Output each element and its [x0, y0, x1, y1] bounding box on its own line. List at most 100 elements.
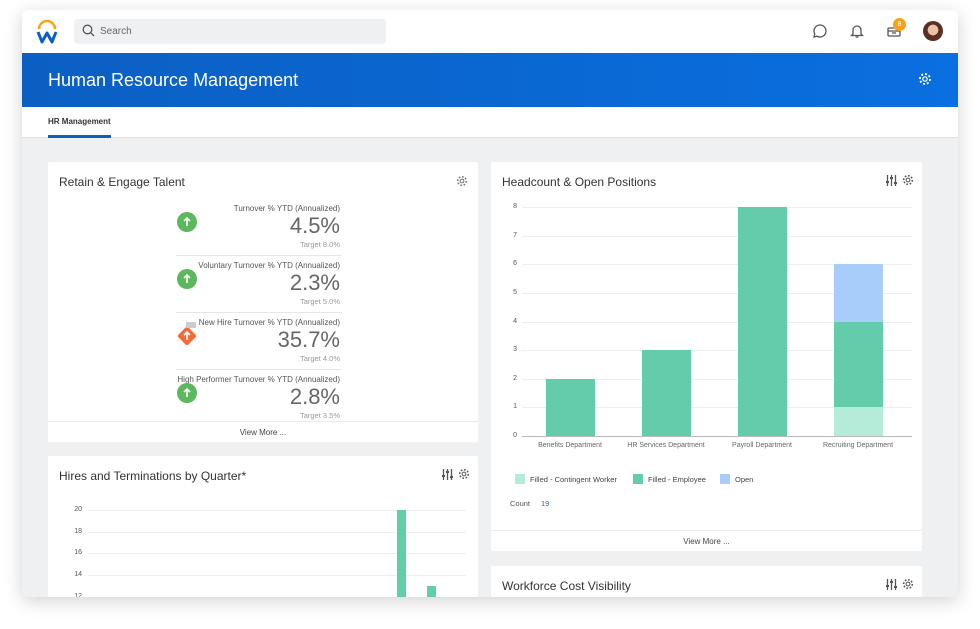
- gridline: [88, 531, 466, 533]
- bar-filled-employee[interactable]: [642, 350, 691, 436]
- arrow-up-status-icon: [177, 383, 197, 403]
- gridline: [522, 436, 912, 437]
- headcount-card: Headcount & Open Positions 0 1 2 3 4 5 6 7 8 Bene…: [491, 162, 922, 551]
- card-actions: [885, 578, 914, 591]
- notification-badge: 8: [893, 18, 906, 31]
- top-bar: Search 8: [22, 10, 958, 53]
- card-actions: [441, 468, 470, 481]
- arrow-up-status-icon: [177, 212, 197, 232]
- y-tick-label: 7: [513, 231, 517, 239]
- app-window: Search 8 Human Resource Management HR Ma…: [22, 10, 958, 597]
- card-actions: [885, 174, 914, 187]
- page-banner: Human Resource Management: [22, 53, 958, 107]
- bar[interactable]: [397, 510, 406, 597]
- legend-label: Filled - Contingent Worker: [530, 474, 617, 484]
- gear-icon[interactable]: [918, 72, 932, 86]
- kpi-label: New Hire Turnover % YTD (Annualized): [198, 318, 340, 327]
- legend-label: Open: [735, 474, 754, 484]
- gear-icon[interactable]: [458, 468, 470, 480]
- kpi-value: 2.3%: [289, 270, 340, 295]
- y-tick-label: 20: [74, 506, 82, 513]
- avatar[interactable]: [923, 21, 943, 41]
- legend-open[interactable]: Open: [720, 474, 753, 484]
- bar-open[interactable]: [834, 264, 883, 322]
- gridline: [522, 235, 912, 237]
- arrow-up-status-icon: [177, 326, 197, 346]
- y-tick-label: 8: [513, 203, 517, 211]
- kpi-target: Target 5.0%: [299, 297, 340, 306]
- x-tick-label: Benefits Department: [538, 442, 602, 449]
- count-value[interactable]: 19: [541, 499, 550, 508]
- y-tick-label: 2: [513, 374, 517, 382]
- search-placeholder: Search: [100, 26, 132, 37]
- bar[interactable]: [427, 585, 436, 597]
- view-more-link[interactable]: View More ...: [491, 530, 922, 551]
- arrow-up-status-icon: [177, 269, 197, 289]
- bar-filled-employee[interactable]: [546, 378, 595, 436]
- filter-sliders-icon[interactable]: [441, 468, 454, 481]
- comment-icon[interactable]: [186, 322, 196, 328]
- legend-contingent[interactable]: Filled - Contingent Worker: [515, 474, 617, 484]
- legend-employee[interactable]: Filled - Employee: [633, 474, 706, 484]
- y-tick-label: 1: [513, 403, 517, 411]
- y-tick-label: 0: [513, 432, 517, 439]
- kpi-target: Target 4.0%: [299, 354, 340, 363]
- gridline: [88, 510, 466, 511]
- count-label: Count: [510, 499, 531, 508]
- card-title: Retain & Engage Talent: [59, 175, 185, 189]
- y-tick-label: 3: [513, 346, 517, 354]
- filter-sliders-icon[interactable]: [885, 578, 898, 591]
- chat-icon[interactable]: [812, 23, 828, 39]
- kpi-row[interactable]: High Performer Turnover % YTD (Annualize…: [176, 370, 342, 427]
- gear-icon[interactable]: [902, 174, 914, 186]
- kpi-label: High Performer Turnover % YTD (Annualize…: [177, 375, 340, 384]
- x-tick-label: HR Services Department: [627, 442, 705, 449]
- y-tick-label: 6: [513, 260, 517, 268]
- gridline: [522, 350, 912, 352]
- page-title: Human Resource Management: [48, 70, 299, 90]
- bar-filled-employee[interactable]: [834, 321, 883, 408]
- kpi-row[interactable]: Voluntary Turnover % YTD (Annualized) 2.3…: [176, 256, 342, 313]
- x-tick-label: Payroll Department: [732, 442, 792, 449]
- y-tick-label: 18: [74, 527, 82, 535]
- card-title: Workforce Cost Visibility: [502, 579, 631, 593]
- card-title: Headcount & Open Positions: [502, 175, 657, 189]
- tab-bar: HR Management: [22, 107, 958, 138]
- y-tick-label: 4: [513, 317, 517, 325]
- gridline: [522, 378, 912, 380]
- kpi-value: 35.7%: [277, 327, 340, 352]
- y-tick-label: 5: [513, 289, 517, 296]
- search-icon: [82, 24, 95, 37]
- retain-engage-card: Retain & Engage Talent Turnover % YTD (A…: [48, 162, 478, 442]
- kpi-row[interactable]: New Hire Turnover % YTD (Annualized) 35.7…: [176, 313, 342, 370]
- kpi-label: Voluntary Turnover % YTD (Annualized): [198, 261, 340, 270]
- view-more-link[interactable]: View More ...: [48, 421, 478, 442]
- gridline: [522, 207, 912, 209]
- kpi-value: 4.5%: [289, 213, 340, 238]
- bell-icon[interactable]: [850, 23, 864, 39]
- search-input[interactable]: Search: [74, 19, 386, 44]
- kpi-value: 2.8%: [289, 384, 340, 409]
- card-title: Hires and Terminations by Quarter*: [59, 469, 247, 483]
- bar-filled-contingent-worker[interactable]: [834, 407, 883, 436]
- x-tick-label: Recruiting Department: [822, 442, 894, 449]
- kpi-label: Turnover % YTD (Annualized): [233, 204, 340, 213]
- gridline: [522, 293, 912, 294]
- gear-icon[interactable]: [456, 175, 468, 187]
- gridline: [522, 264, 912, 266]
- gear-icon[interactable]: [902, 578, 914, 590]
- bar-filled-employee[interactable]: [738, 207, 787, 436]
- gridline: [88, 553, 466, 555]
- workforce-cost-card: Workforce Cost Visibility: [491, 566, 922, 597]
- filter-sliders-icon[interactable]: [885, 174, 898, 187]
- active-tab-indicator: [48, 135, 111, 138]
- gridline: [88, 575, 466, 577]
- y-tick-label: 14: [74, 571, 82, 579]
- kpi-row[interactable]: Turnover % YTD (Annualized) 4.5% Target 8.…: [176, 199, 342, 256]
- workday-logo[interactable]: [36, 20, 58, 44]
- hires-terminations-card: Hires and Terminations by Quarter* 12 14 1…: [48, 456, 478, 597]
- tab-hr-management[interactable]: HR Management: [48, 117, 111, 126]
- kpi-target: Target 8.0%: [299, 240, 340, 249]
- y-tick-label: 16: [74, 549, 82, 557]
- y-tick-label: 12: [74, 592, 82, 597]
